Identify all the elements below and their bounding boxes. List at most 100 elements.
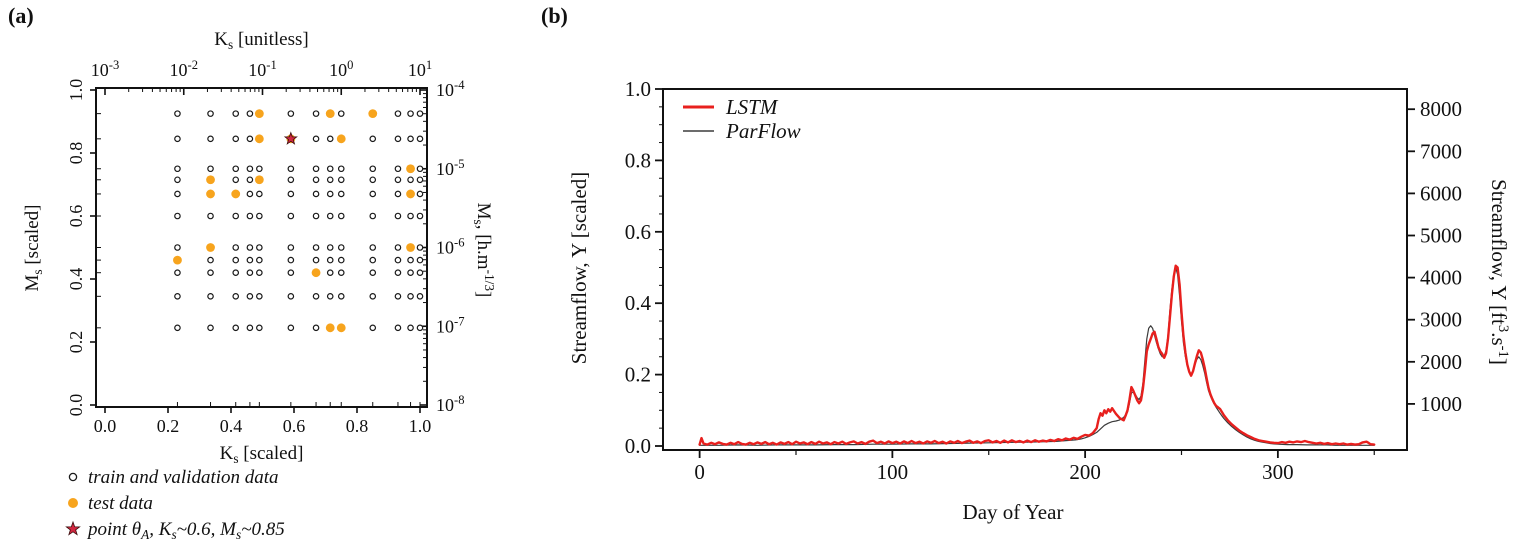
scatter-point-test xyxy=(325,109,335,119)
scatter-point-train xyxy=(416,293,424,300)
scatter-point-test xyxy=(311,268,321,278)
scatter-point-train xyxy=(416,244,424,251)
scatter-point-train xyxy=(416,190,424,198)
legend-test-marker xyxy=(68,498,78,508)
y-right-tick-label: 8000 xyxy=(1420,97,1462,121)
scatter-point-train xyxy=(394,165,402,173)
scatter-point-train xyxy=(287,269,295,277)
panel-a-scatter-chart: 0.0 0.2 0.4 0.6 0.8 1.00.00.20.40.60.81.010-3… xyxy=(22,29,497,542)
scatter-point-train xyxy=(246,212,254,220)
scatter-point-train xyxy=(326,293,334,300)
scatter-point-train xyxy=(174,165,181,173)
scatter-point-test xyxy=(254,109,264,119)
scatter-point-train xyxy=(232,176,240,184)
scatter-point-train xyxy=(407,176,414,184)
scatter-point-train xyxy=(232,212,240,220)
plot-box-b xyxy=(662,88,1408,451)
y-tick-label: 0.4 xyxy=(625,291,652,315)
scatter-point-train xyxy=(312,135,320,143)
scatter-point-train xyxy=(287,110,295,117)
y-tick-label: 0.6 xyxy=(66,205,86,228)
scatter-point-train xyxy=(312,244,320,251)
top-tick-label: 10-1 xyxy=(248,58,277,80)
top-tick-label: 100 xyxy=(329,58,353,80)
scatter-point-train xyxy=(326,165,334,173)
y-tick-label: 0.0 xyxy=(66,394,86,417)
x-tick-label: 0.8 xyxy=(346,416,369,436)
legend-label: ParFlow xyxy=(725,119,801,143)
scatter-point-test xyxy=(206,175,215,185)
left-axis-label: Streamflow, Y [scaled] xyxy=(567,172,591,364)
y-right-tick-label: 6000 xyxy=(1420,181,1462,205)
scatter-point-train xyxy=(256,269,263,277)
scatter-point-train xyxy=(287,165,295,173)
scatter-point-test xyxy=(231,189,241,199)
bottom-axis-label: Ks [scaled] xyxy=(220,443,304,466)
scatter-point-train xyxy=(287,176,295,184)
x-tick-label: 0.2 xyxy=(157,416,180,436)
scatter-point-train xyxy=(246,269,254,277)
scatter-point-train xyxy=(207,212,214,220)
scatter-point-test xyxy=(254,134,264,144)
scatter-point-train xyxy=(174,135,181,143)
x-tick-label: 0 xyxy=(694,460,705,484)
right-tick-label: 10-6 xyxy=(436,236,465,258)
y-right-tick-label: 4000 xyxy=(1420,266,1462,290)
scatter-point-train xyxy=(174,293,181,300)
scatter-point-test xyxy=(406,164,415,174)
scatter-point-train xyxy=(416,165,424,173)
scatter-point-train xyxy=(337,244,345,251)
legend-label: LSTM xyxy=(725,95,779,119)
scatter-point-train xyxy=(369,269,377,277)
scatter-point-train xyxy=(394,110,402,117)
scatter-point-train xyxy=(246,190,254,198)
scatter-point-train xyxy=(256,256,263,264)
legend-label: test data xyxy=(88,493,153,514)
right-axis-label: Streamflow, Y [ft3.s-1] xyxy=(1487,179,1511,365)
y-right-tick-label: 7000 xyxy=(1420,139,1462,163)
scatter-point-train xyxy=(207,324,214,332)
scatter-point-train xyxy=(337,165,345,173)
panel-b-line-chart: 0 100 200 300 0.0 0.2 0.4 0.6 0.8 1.0 1000 2000 3000… xyxy=(567,77,1511,524)
scatter-point-train xyxy=(312,190,320,198)
scatter-point-train xyxy=(407,269,414,277)
legend-star-marker xyxy=(65,520,81,536)
scatter-points xyxy=(173,109,424,333)
scatter-point-train xyxy=(246,293,254,300)
panel-a-label: (a) xyxy=(8,3,34,28)
scatter-point-train xyxy=(416,324,424,332)
scatter-point-train xyxy=(246,110,254,117)
y-tick-label: 1.0 xyxy=(66,79,86,102)
scatter-point-train xyxy=(394,293,402,300)
scatter-point-train xyxy=(287,212,295,220)
scatter-point-test xyxy=(325,323,335,333)
x-tick-label: 300 xyxy=(1262,460,1294,484)
scatter-point-train xyxy=(256,212,263,220)
scatter-point-train xyxy=(326,135,334,143)
scatter-point-train xyxy=(232,324,240,332)
scatter-point-train xyxy=(394,269,402,277)
x-axis-label: Day of Year xyxy=(963,500,1064,524)
scatter-point-train xyxy=(394,135,402,143)
scatter-point-train xyxy=(312,110,320,117)
x-tick-label: 100 xyxy=(877,460,909,484)
y-tick-label: 0.0 xyxy=(625,434,651,458)
scatter-point-train xyxy=(312,212,320,220)
scatter-point-train xyxy=(174,324,181,332)
scatter-point-train xyxy=(394,244,402,251)
scatter-point-train xyxy=(394,212,402,220)
y-tick-label: 0.2 xyxy=(625,363,651,387)
scatter-point-train xyxy=(337,190,345,198)
scatter-point-train xyxy=(407,324,414,332)
special-point-star xyxy=(283,131,298,145)
scatter-point-train xyxy=(174,269,181,277)
scatter-point-train xyxy=(287,293,295,300)
scatter-point-train xyxy=(407,110,414,117)
x-tick-label: 0.4 xyxy=(220,416,243,436)
scatter-point-train xyxy=(174,176,181,184)
scatter-point-train xyxy=(369,256,377,264)
y-tick-label: 1.0 xyxy=(625,77,651,101)
scatter-point-train xyxy=(207,165,214,173)
